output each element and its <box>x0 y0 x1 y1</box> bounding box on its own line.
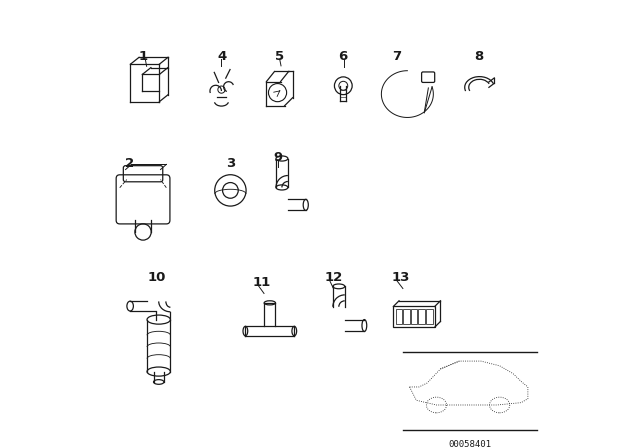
Text: 9: 9 <box>273 151 282 164</box>
Text: 6: 6 <box>338 49 347 63</box>
Text: 1: 1 <box>138 49 148 63</box>
Text: 12: 12 <box>324 271 343 284</box>
Text: 5: 5 <box>275 49 284 63</box>
Text: 8: 8 <box>474 49 484 63</box>
Text: 7: 7 <box>392 49 401 63</box>
Text: 13: 13 <box>392 271 410 284</box>
Text: 3: 3 <box>226 157 235 170</box>
Text: 2: 2 <box>125 157 134 170</box>
Text: 10: 10 <box>147 271 166 284</box>
Text: 4: 4 <box>217 49 226 63</box>
Text: 11: 11 <box>253 276 271 289</box>
Text: 00058401: 00058401 <box>449 440 492 448</box>
